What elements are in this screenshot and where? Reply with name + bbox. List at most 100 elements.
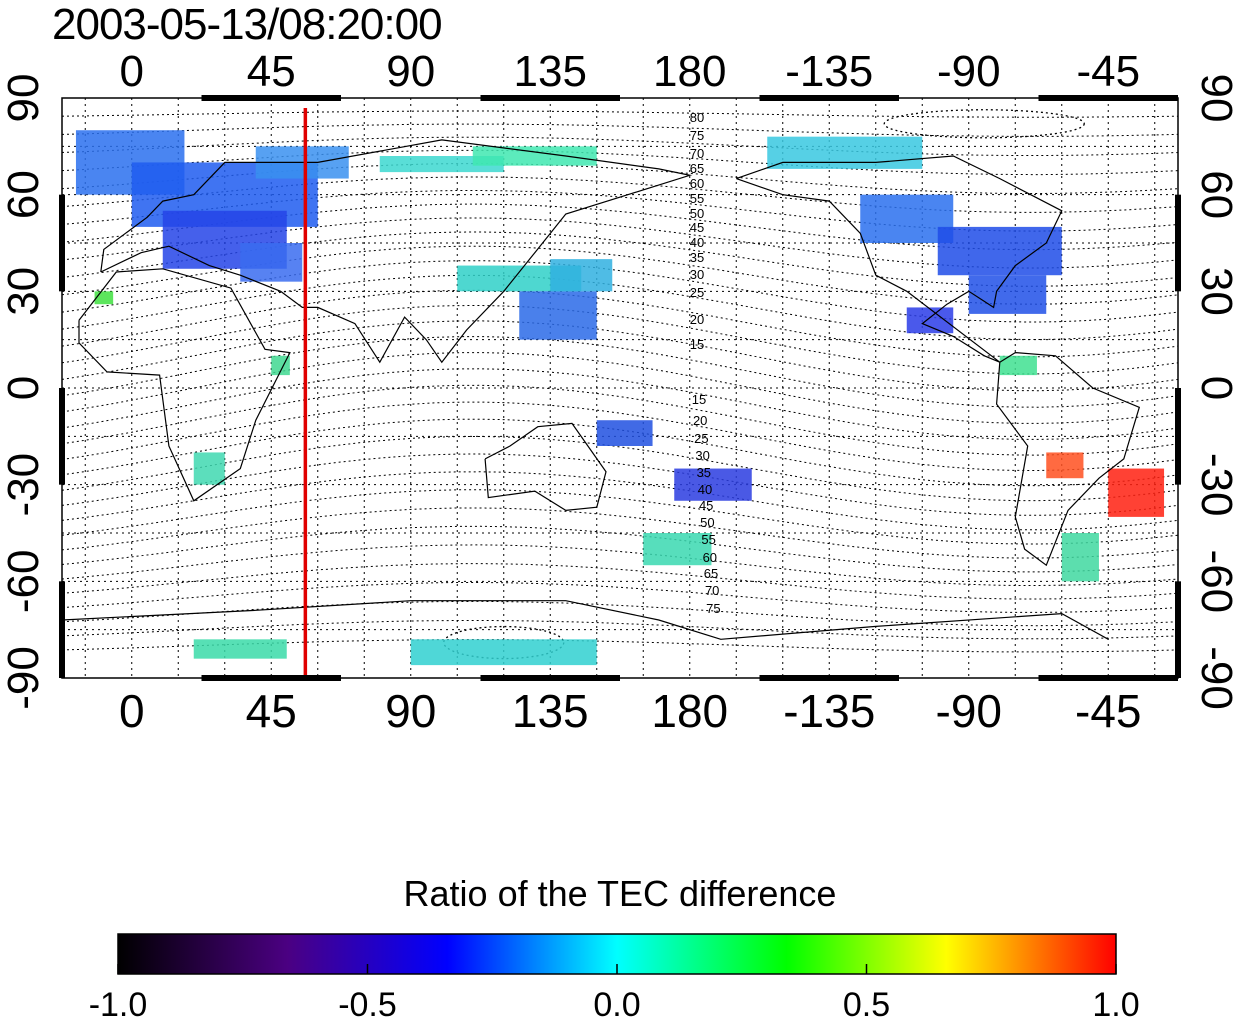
- axis-bar-top: [759, 95, 899, 101]
- axis-bar-bottom: [201, 675, 341, 681]
- contour-line: [62, 563, 1178, 600]
- tec-patch: [410, 639, 597, 666]
- axis-bar-left: [59, 581, 65, 678]
- y-tick-label-left: -60: [0, 550, 48, 614]
- contour-line: [62, 489, 1178, 545]
- x-tick-label-top: -45: [1076, 47, 1140, 96]
- tec-patch: [519, 291, 597, 340]
- x-tick-label-top: 180: [653, 47, 726, 96]
- tec-patch: [550, 259, 613, 292]
- colorbar-tick-label: -0.5: [338, 986, 397, 1024]
- contour-label: 75: [706, 601, 720, 616]
- colorbar-tick-label: 0.0: [593, 986, 640, 1024]
- colorbar-tick-label: 0.5: [843, 986, 890, 1024]
- coastline: [100, 139, 693, 364]
- contour-label: 20: [690, 312, 704, 327]
- contour-line: [62, 620, 1178, 640]
- contour-label: 75: [690, 128, 704, 143]
- colorbar-tick-label: 1.0: [1092, 986, 1139, 1024]
- tec-patch: [193, 639, 287, 659]
- axis-bar-bottom: [759, 675, 899, 681]
- timestamp-title: 2003-05-13/08:20:00: [52, 0, 443, 49]
- y-tick-label-right: -60: [1192, 550, 1240, 614]
- contour-label: 65: [704, 566, 718, 581]
- contour-label: 60: [690, 176, 704, 191]
- axis-bars: [59, 95, 1181, 681]
- x-tick-label-top: 0: [120, 47, 144, 96]
- tec-patch: [94, 291, 114, 305]
- x-ticks-bottom: 0 45 90 135 180 -135 -90 -45: [119, 685, 1142, 737]
- y-tick-label-right: -30: [1192, 453, 1240, 517]
- contour-line: [62, 471, 1178, 531]
- contour-line: [62, 136, 1178, 156]
- tec-patch: [240, 243, 303, 282]
- axis-bar-right: [1175, 581, 1181, 678]
- y-tick-label-right: 30: [1192, 267, 1240, 316]
- contour-label: 65: [690, 161, 704, 176]
- y-tick-label-left: 0: [0, 376, 48, 400]
- axis-bar-right: [1175, 388, 1181, 485]
- x-tick-label-bottom: 135: [512, 685, 589, 737]
- x-tick-label-top: 90: [386, 47, 435, 96]
- tec-patch: [999, 355, 1037, 376]
- contour-pole-north: [883, 109, 1085, 139]
- contour-label: 15: [692, 392, 706, 407]
- coastline: [78, 268, 291, 502]
- colorbar-ticks: -1.0 -0.5 0.0 0.5 1.0: [89, 964, 1140, 1024]
- y-tick-label-right: 90: [1192, 74, 1240, 123]
- contour-label: 45: [699, 498, 713, 513]
- y-tick-label-right: 0: [1192, 376, 1240, 400]
- axis-bar-top: [201, 95, 341, 101]
- tec-patch: [674, 468, 752, 501]
- coastline: [484, 422, 607, 512]
- axis-bar-top: [1038, 95, 1178, 101]
- contour-label: 55: [701, 532, 715, 547]
- contour-labels: 8075706560555045403530252015152025303540…: [690, 110, 721, 616]
- y-tick-label-right: -90: [1192, 646, 1240, 710]
- contour-label: 50: [690, 206, 704, 221]
- axis-bar-left: [59, 194, 65, 292]
- x-tick-label-bottom: 45: [246, 685, 297, 737]
- contour-label: 40: [690, 235, 704, 250]
- contour-label: 45: [690, 220, 704, 235]
- x-ticks-top: 0 45 90 135 180 -135 -90 -45: [120, 47, 1141, 96]
- tec-patch: [1046, 452, 1084, 479]
- contour-label: 35: [690, 250, 704, 265]
- contour-label: 20: [693, 413, 707, 428]
- x-tick-label-top: 45: [247, 47, 296, 96]
- contour-line: [62, 582, 1178, 613]
- axis-bar-bottom: [480, 675, 620, 681]
- contour-label: 15: [690, 337, 704, 352]
- y-tick-label-left: 60: [0, 170, 48, 219]
- tec-patch: [193, 452, 225, 485]
- y-tick-label-left: -90: [0, 646, 48, 710]
- contour-line: [62, 110, 1178, 118]
- contour-label: 25: [694, 431, 708, 446]
- tec-patch: [937, 226, 1062, 276]
- y-ticks-right: 90 60 30 0 -30 -60 -90: [1192, 74, 1240, 710]
- contour-line: [62, 384, 1178, 456]
- y-ticks-left: 90 60 30 0 -30 -60 -90: [0, 74, 48, 710]
- y-tick-label-right: 60: [1192, 170, 1240, 219]
- tec-patch: [968, 275, 1047, 314]
- contour-line: [62, 352, 1178, 424]
- x-tick-label-bottom: 180: [651, 685, 728, 737]
- x-tick-label-top: -90: [937, 47, 1001, 96]
- contour-label: 50: [700, 515, 714, 530]
- tec-patch: [596, 420, 653, 446]
- tec-patch: [906, 307, 954, 334]
- contour-line: [62, 525, 1178, 573]
- axis-bar-right: [1175, 194, 1181, 292]
- colorbar-title: Ratio of the TEC difference: [403, 873, 837, 914]
- contour-label: 30: [690, 267, 704, 282]
- axis-bar-left: [59, 388, 65, 485]
- coastline: [995, 351, 1141, 567]
- contour-line: [62, 600, 1178, 627]
- contour-label: 55: [690, 191, 704, 206]
- contour-label: 35: [697, 465, 711, 480]
- contour-label: 60: [703, 550, 717, 565]
- coastlines: [62, 139, 1141, 640]
- x-tick-label-top: -135: [785, 47, 873, 96]
- contour-line: [62, 245, 1178, 305]
